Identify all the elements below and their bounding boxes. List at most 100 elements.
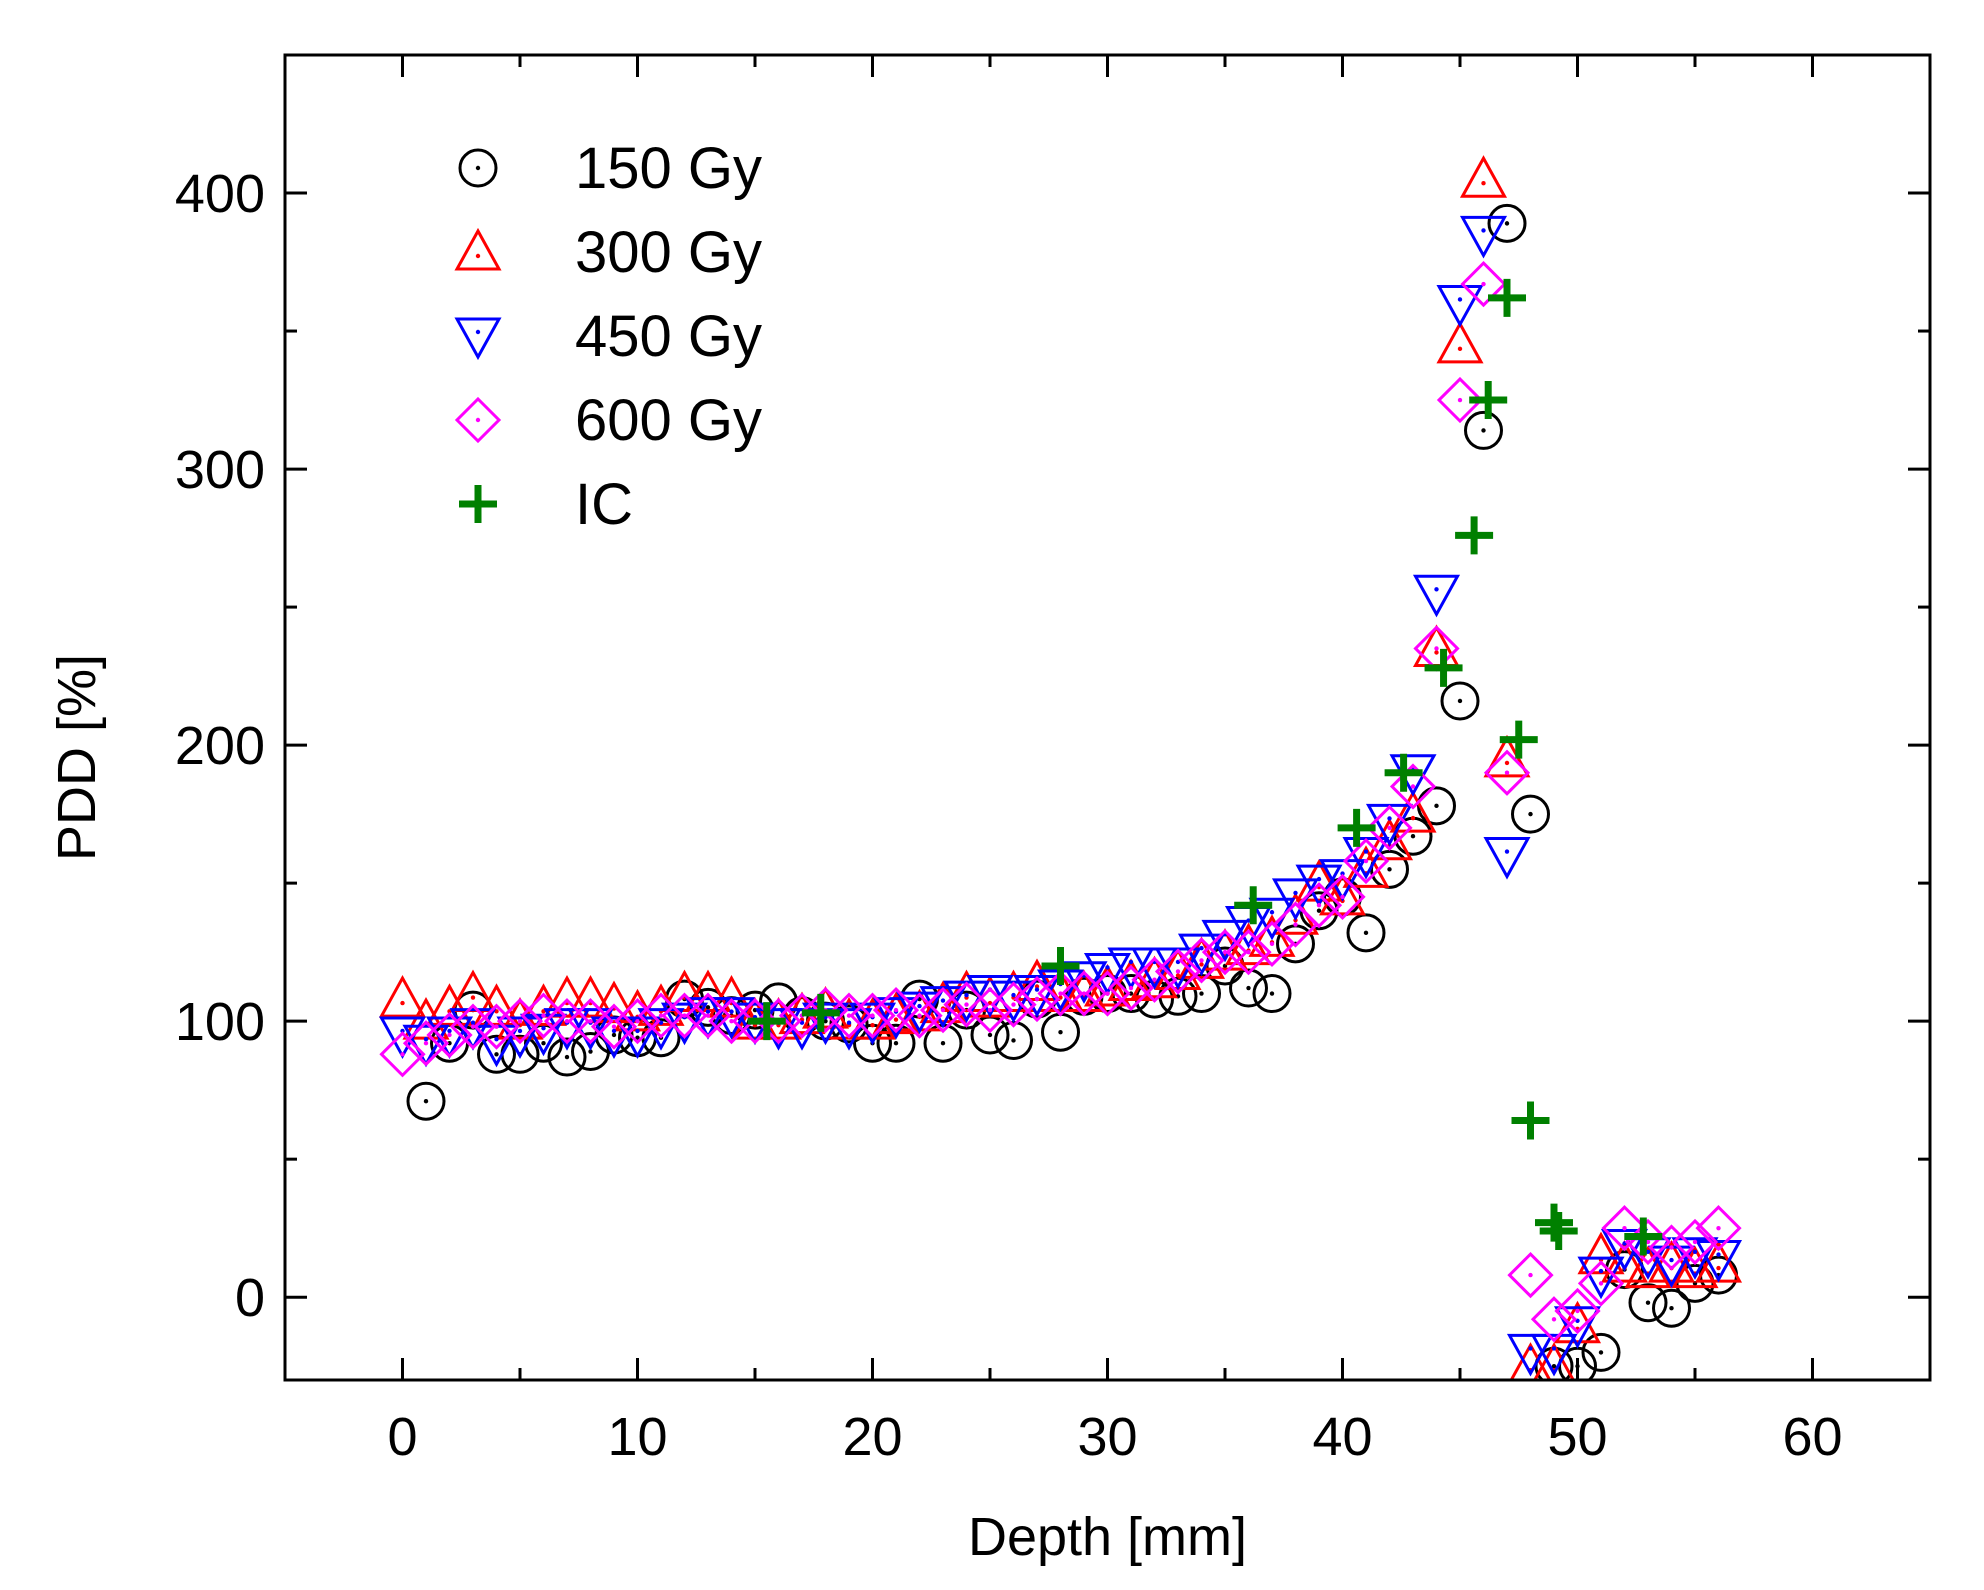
data-point: [1436, 284, 1484, 328]
data-point: [1389, 763, 1437, 810]
data-point: [1342, 837, 1390, 885]
data-point: [1318, 859, 1367, 902]
data-point: [406, 1081, 446, 1121]
data-point: [708, 998, 755, 1045]
data-point: [1037, 970, 1084, 1017]
data-point: [1234, 886, 1273, 925]
legend-label: IC: [575, 472, 633, 537]
data-point: [1295, 882, 1343, 929]
data-point: [970, 1015, 1010, 1055]
x-axis: 0 10 20 30 40 50 60: [283, 55, 1932, 1467]
data-point: [1487, 203, 1527, 243]
legend-label: 600 Gy: [575, 388, 762, 453]
data-point: [1178, 937, 1225, 984]
data-point: [1499, 720, 1538, 759]
data-point: [1252, 974, 1292, 1014]
data-point: [1131, 956, 1178, 1003]
data-point: [1535, 1203, 1573, 1242]
data-point: [1577, 1256, 1625, 1300]
data-point: [1412, 574, 1461, 618]
legend-label: 150 Gy: [575, 136, 762, 201]
data-point: [990, 981, 1037, 1028]
data-point: [1384, 753, 1423, 792]
data-point: [919, 986, 967, 1034]
data-point: [449, 1003, 497, 1050]
data-point: [1511, 794, 1550, 834]
data-point: [1488, 278, 1526, 317]
y-tick-label: 100: [175, 992, 265, 1052]
data-point: [1671, 1218, 1719, 1266]
y-axis: 0 100 200 300 400: [175, 53, 1930, 1328]
data-point: [1225, 929, 1272, 976]
data-point: [825, 1008, 873, 1051]
plot-marks: [378, 155, 1743, 1380]
y-tick-label: 300: [175, 440, 265, 500]
data-point: [1337, 808, 1376, 847]
data-point: [801, 993, 840, 1032]
legend-label: 300 Gy: [575, 220, 762, 285]
data-point: [1530, 1296, 1578, 1343]
data-point: [379, 1031, 426, 1078]
data-point: [1554, 1287, 1601, 1335]
data-point: [684, 997, 732, 1040]
data-point: [473, 1003, 520, 1050]
data-point: [1389, 790, 1437, 833]
x-tick-label: 40: [1312, 1407, 1372, 1467]
x-tick-label: 50: [1547, 1407, 1607, 1467]
data-point: [1628, 1283, 1668, 1323]
data-point: [1539, 1211, 1578, 1250]
data-point: [1507, 1251, 1554, 1299]
data-point: [1229, 968, 1268, 1008]
data-point: [1107, 947, 1155, 991]
data-point: [590, 1003, 638, 1050]
legend-marker-300-gy: [454, 227, 502, 271]
series-150-gy: [406, 203, 1738, 1380]
x-tick-label: 30: [1077, 1407, 1137, 1467]
data-point: [1511, 1101, 1550, 1140]
data-point: [1060, 970, 1108, 1017]
data-point: [1459, 155, 1508, 198]
data-point: [1440, 681, 1480, 721]
data-point: [1084, 970, 1131, 1017]
y-tick-label: 200: [175, 716, 265, 776]
data-point: [1581, 1332, 1621, 1372]
data-point: [1177, 933, 1226, 977]
data-point: [426, 1011, 473, 1059]
data-point: [1083, 952, 1132, 996]
data-point: [966, 986, 1014, 1034]
data-point: [896, 992, 943, 1039]
data-point: [543, 998, 591, 1045]
data-point: [1652, 1288, 1691, 1328]
data-point: [825, 992, 873, 1039]
data-point: [1424, 648, 1463, 687]
data-point: [1413, 625, 1460, 672]
data-point: [1436, 320, 1484, 364]
legend-label: 450 Gy: [575, 304, 762, 369]
data-point: [637, 992, 685, 1039]
legend-marker-ic: [459, 485, 497, 523]
y-axis-title: PDD [%]: [47, 654, 107, 861]
data-point: [876, 1023, 916, 1063]
x-axis-title: Depth [mm]: [968, 1507, 1247, 1567]
data-point: [496, 998, 544, 1045]
data-point: [1295, 864, 1343, 908]
data-point: [1459, 215, 1508, 259]
data-point: [1154, 948, 1202, 995]
legend: 150 Gy 300 Gy 450 Gy 600 Gy IC: [454, 136, 762, 537]
data-point: [1366, 804, 1413, 852]
data-point: [1464, 410, 1503, 450]
data-point: [1107, 964, 1155, 1012]
data-point: [1577, 1260, 1625, 1307]
data-point: [1624, 1217, 1663, 1256]
data-point: [1041, 1012, 1080, 1052]
data-point: [477, 1034, 516, 1074]
data-point: [1601, 1205, 1648, 1252]
data-point: [1695, 1205, 1742, 1252]
data-point: [472, 983, 521, 1026]
data-point: [994, 1020, 1033, 1060]
data-point: [496, 1016, 544, 1060]
y-tick-label: 400: [175, 164, 265, 224]
series-ic: [747, 278, 1663, 1256]
legend-marker-150-gy: [458, 148, 498, 188]
